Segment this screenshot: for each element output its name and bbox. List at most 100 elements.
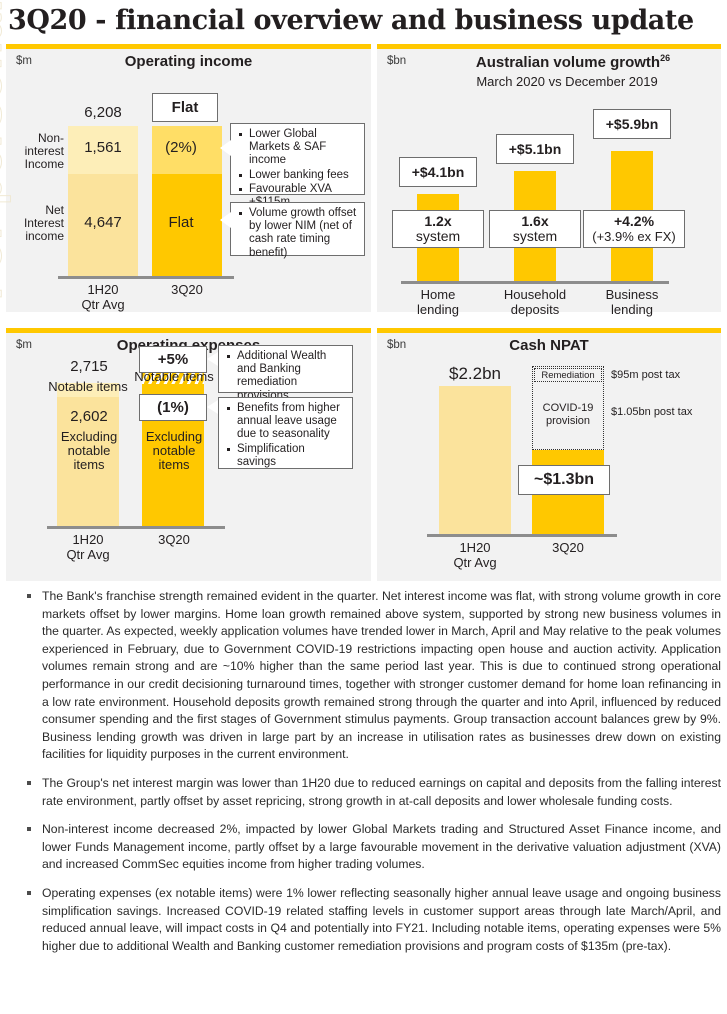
system-caption: system	[415, 228, 461, 244]
series-label-line: Non-	[37, 131, 64, 145]
bullet-item: Non-interest income decreased 2%, impact…	[6, 821, 721, 874]
notebox-ex-notable-drivers: Benefits from higher annual leave usage …	[218, 397, 353, 469]
value-1h20-cash-npat: $2.2bn	[449, 364, 501, 383]
value-3q20-non-interest: (2%)	[165, 139, 197, 156]
label-3q20-ex-notable: Excluding notable items	[139, 430, 209, 472]
x-label-line: Qtr Avg	[81, 297, 125, 312]
x-label-household-deposits: Household deposits	[493, 287, 577, 317]
series-label-line: Interest	[23, 216, 64, 230]
callout-household-deposits-value: +$5.1bn	[496, 134, 574, 164]
panel-title-text: Australian volume growth	[475, 54, 661, 71]
callout-tail-icon	[220, 140, 231, 156]
value-1h20-ex-notable: 2,602	[70, 408, 108, 425]
x-label-line: Household	[503, 287, 567, 302]
x-label-line: lending	[611, 302, 653, 317]
x-axis-line	[427, 534, 617, 537]
series-label-line: interest	[24, 144, 64, 158]
note-item: Benefits from higher annual leave usage …	[223, 402, 346, 442]
panel-title: Cash NPAT	[509, 337, 589, 354]
label-1h20-notable-items: Notable items	[48, 379, 128, 394]
x-label-line: 3Q20	[552, 540, 584, 555]
x-label-business-lending: Business lending	[590, 287, 674, 317]
x-axis-line	[401, 281, 669, 284]
seg-label-line: notable	[152, 443, 196, 458]
bar-3q20-notable-items-hatched	[142, 371, 204, 384]
x-label-line: Business	[605, 287, 659, 302]
value-3q20-net-interest: Flat	[168, 214, 194, 231]
panel-subtitle: March 2020 vs December 2019	[476, 74, 658, 89]
axis-unit-label: $bn	[387, 55, 407, 67]
bullet-text: The Group's net interest margin was lowe…	[42, 775, 721, 808]
x-label-line: Qtr Avg	[453, 555, 497, 570]
panel-operating-income: $m Operating income 6,208 1,561 4,647 (2…	[6, 44, 371, 312]
series-label-line: income	[25, 229, 64, 243]
note-covid-amount: $1.05bn post tax	[611, 406, 693, 418]
note-item: Lower banking fees	[235, 169, 358, 182]
bullet-item: Operating expenses (ex notable items) we…	[6, 885, 721, 955]
callout-business-lending-system: +4.2% (+3.9% ex FX)	[583, 210, 685, 248]
bar-1h20-notable-items	[57, 383, 119, 397]
value-1h20-non-interest: 1,561	[84, 139, 122, 156]
footnote-marker: 26	[660, 53, 671, 63]
callout-tail-icon	[207, 400, 218, 414]
series-label-non-interest: Non- interest Income	[8, 132, 64, 171]
callout-business-lending-value: +$5.9bn	[593, 109, 671, 139]
system-value: 1.2x	[424, 213, 452, 229]
callout-home-lending-value: +$4.1bn	[399, 157, 477, 187]
system-value: +4.2%	[613, 213, 655, 229]
covid-provision-label: COVID-19 provision	[534, 402, 602, 428]
panel-volume-growth: $bn Australian volume growth26 March 202…	[377, 44, 721, 317]
series-label-line: Income	[24, 157, 64, 171]
axis-unit-label: $m	[16, 55, 32, 67]
seg-label-line: notable	[67, 443, 111, 458]
note-remediation-amount: $95m post tax	[611, 369, 681, 381]
remediation-box: Remediation	[534, 368, 602, 382]
seg-label-line: items	[158, 457, 190, 472]
x-label-home-lending: Home lending	[396, 287, 480, 317]
panel-accent-rule	[377, 44, 721, 49]
system-caption: system	[512, 228, 558, 244]
series-label-line: Net	[45, 203, 64, 217]
panel-title: Operating income	[124, 53, 253, 70]
value-1h20-net-interest: 4,647	[84, 214, 122, 231]
bullet-text: The Bank's franchise strength remained e…	[42, 589, 721, 762]
panel-accent-rule	[6, 44, 371, 49]
bar-3q20-non-interest	[152, 126, 222, 174]
note-item: Volume growth offset by lower NIM (net o…	[235, 207, 358, 260]
bar-1h20-ex-notable	[57, 397, 119, 526]
seg-label-line: Excluding	[145, 429, 203, 444]
x-label-line: Qtr Avg	[66, 547, 110, 562]
panel-accent-rule	[377, 328, 721, 333]
notebox-nii-drivers: Volume growth offset by lower NIM (net o…	[230, 202, 365, 259]
callout-household-deposits-system: 1.6x system	[489, 210, 581, 248]
system-value: 1.6x	[521, 213, 549, 229]
x-label-3q20: 3Q20	[134, 532, 214, 547]
x-label-1h20: 1H20 Qtr Avg	[435, 540, 515, 570]
note-item: Simplification savings	[223, 443, 346, 469]
seg-label-line: items	[73, 457, 105, 472]
x-label-line: 1H20	[459, 540, 491, 555]
x-label-line: 3Q20	[158, 532, 190, 547]
x-label-line: 1H20	[87, 282, 119, 297]
seg-label-line: Excluding	[60, 429, 118, 444]
covid-label-line: provision	[545, 415, 591, 427]
x-label-1h20: 1H20 Qtr Avg	[63, 282, 143, 312]
bullet-text: Operating expenses (ex notable items) we…	[42, 885, 721, 953]
x-label-line: Home	[420, 287, 456, 302]
label-1h20-ex-notable: Excluding notable items	[54, 430, 124, 472]
x-label-line: 1H20	[72, 532, 104, 547]
panel-accent-rule	[6, 328, 371, 333]
covid-label-line: COVID-19	[542, 402, 594, 414]
note-item: Lower Global Markets & SAF income	[235, 128, 358, 168]
callout-notable-items-change: +5%	[139, 346, 207, 373]
axis-unit-label: $m	[16, 339, 32, 351]
x-label-line: deposits	[510, 302, 560, 317]
body-bullets: The Bank's franchise strength remained e…	[6, 588, 721, 966]
callout-tail-icon	[220, 212, 231, 228]
bullet-item: The Bank's franchise strength remained e…	[6, 588, 721, 764]
axis-unit-label: $bn	[387, 339, 407, 351]
bar-1h20-net-interest	[68, 174, 138, 276]
panel-operating-expenses: $m Operating expenses 2,715 Notable item…	[6, 328, 371, 581]
system-caption: (+3.9% ex FX)	[592, 229, 676, 244]
value-total-1h20: 2,715	[70, 358, 108, 375]
